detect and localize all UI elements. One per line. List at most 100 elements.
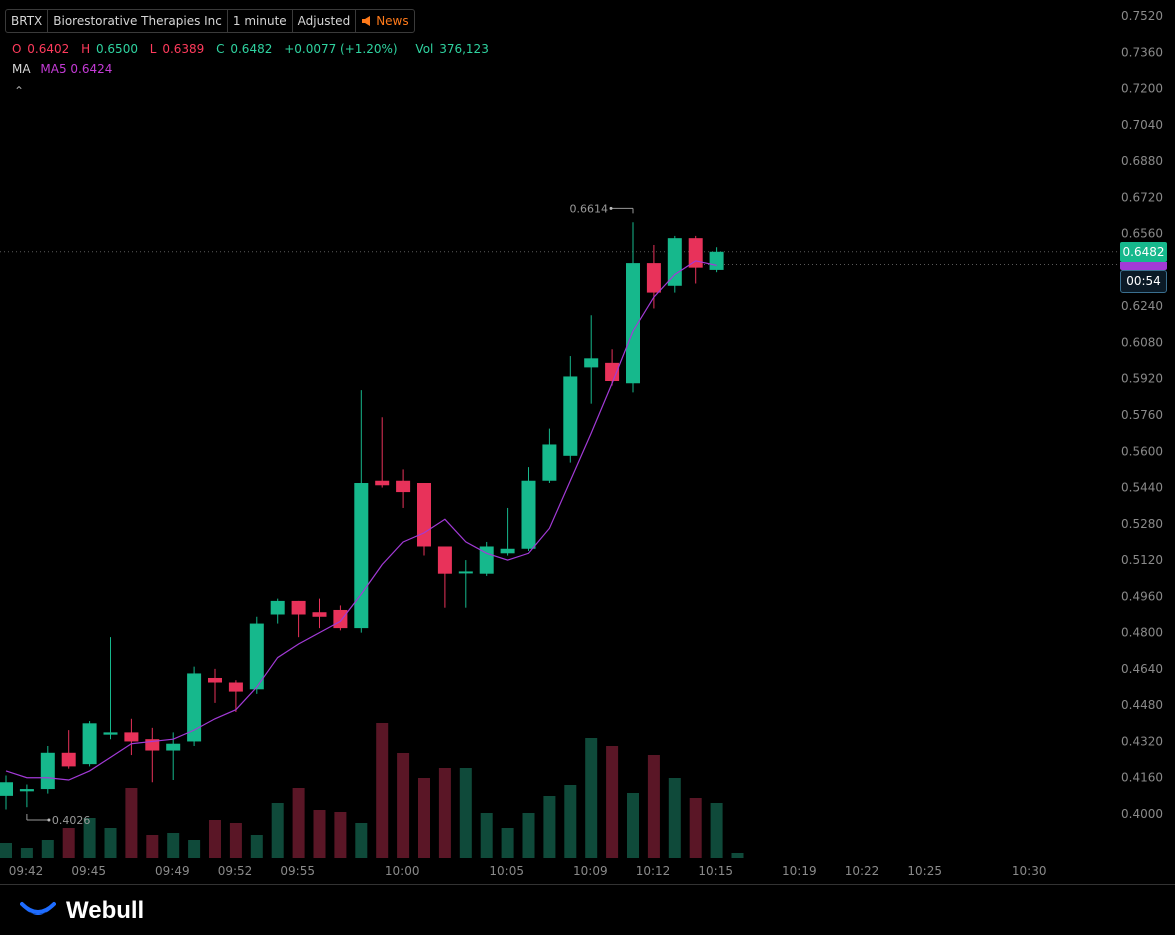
price-tick-label: 0.4800 — [1121, 626, 1163, 640]
high-label: H — [81, 42, 91, 56]
volume-bar — [334, 812, 347, 858]
volume-bar — [731, 853, 744, 858]
volume-bar — [209, 820, 221, 858]
price-tick-label: 0.4640 — [1121, 662, 1163, 676]
volume-bar — [501, 828, 514, 858]
candle-body — [124, 732, 139, 742]
price-tick-label: 0.5920 — [1121, 372, 1163, 386]
ma-label[interactable]: MA — [12, 62, 31, 76]
ma5-line — [5, 260, 717, 781]
symbol-label[interactable]: BRTX — [6, 10, 49, 32]
candle-body — [312, 612, 327, 617]
candle-body — [145, 739, 160, 751]
volume-bar — [418, 778, 430, 858]
ma-price-tag — [1120, 262, 1167, 270]
candle-body — [0, 782, 13, 796]
price-tick-label: 0.7200 — [1121, 82, 1163, 96]
interval-selector[interactable]: 1 minute — [228, 10, 293, 32]
candle-body — [291, 600, 306, 615]
volume-bar — [647, 755, 660, 858]
volume-bar — [564, 785, 577, 858]
volume-bar — [543, 796, 556, 858]
volume-bar — [585, 738, 598, 858]
candle-body — [270, 600, 285, 615]
candle-body — [646, 263, 661, 293]
price-tick-label: 0.7040 — [1121, 118, 1163, 132]
candle-body — [333, 609, 348, 629]
volume-bar — [229, 823, 242, 858]
low-annotation-dot — [47, 818, 51, 822]
time-tick-label: 10:05 — [489, 864, 524, 878]
price-tick-label: 0.7520 — [1121, 9, 1163, 23]
candle-body — [208, 677, 222, 683]
candle-body — [437, 546, 452, 574]
time-tick-label: 10:30 — [1012, 864, 1047, 878]
volume-bar — [292, 788, 305, 858]
high-annotation-label: 0.6614 — [570, 202, 609, 215]
low-label: L — [149, 42, 157, 56]
volume-bar — [480, 813, 493, 858]
megaphone-icon — [362, 16, 371, 26]
time-tick-label: 09:52 — [218, 864, 253, 878]
volume-bar — [188, 840, 201, 858]
adjusted-selector[interactable]: Adjusted — [293, 10, 357, 32]
close-value: 0.6482 — [230, 42, 273, 56]
candle-body — [563, 376, 578, 456]
volume-value: 376,123 — [439, 42, 489, 56]
price-tick-label: 0.6080 — [1121, 335, 1163, 349]
volume-bar — [710, 803, 723, 858]
price-tick-label: 0.6560 — [1121, 227, 1163, 241]
volume-bar — [83, 818, 96, 858]
close-label: C — [216, 42, 225, 56]
time-tick-label: 10:15 — [698, 864, 733, 878]
volume-bar — [355, 823, 368, 858]
price-tick-label: 0.4160 — [1121, 771, 1163, 785]
candle-body — [396, 480, 411, 493]
price-tick-label: 0.7360 — [1121, 45, 1163, 59]
open-value: 0.6402 — [27, 42, 70, 56]
volume-bar — [271, 803, 284, 858]
countdown-timer: 00:54 — [1120, 270, 1167, 293]
chart-header-bar: BRTX Biorestorative Therapies Inc 1 minu… — [5, 9, 415, 33]
price-tick-label: 0.4320 — [1121, 734, 1163, 748]
volume-bar — [459, 768, 472, 858]
candle-body — [228, 682, 243, 692]
price-tick-label: 0.4000 — [1121, 807, 1163, 821]
webull-logo[interactable]: Webull — [20, 897, 144, 925]
candle-body — [542, 444, 557, 481]
candle-body — [40, 752, 55, 790]
volume-bar — [0, 843, 12, 858]
volume-bar — [146, 835, 159, 858]
volume-bar — [689, 798, 702, 858]
ohlc-legend: O 0.6402 H 0.6500 L 0.6389 C 0.6482 +0.0… — [12, 42, 491, 56]
candle-body — [166, 743, 181, 751]
time-tick-label: 10:25 — [907, 864, 942, 878]
ma5-value: MA5 0.6424 — [40, 62, 113, 76]
news-button[interactable]: News — [356, 10, 413, 32]
price-tick-label: 0.5760 — [1121, 408, 1163, 422]
chevron-up-icon[interactable]: ⌃ — [14, 84, 25, 98]
candle-body — [479, 546, 494, 574]
low-value: 0.6389 — [162, 42, 205, 56]
candlestick-chart[interactable]: 0.7520 0.7360 0.7200 0.7040 0.6880 0.6720 0.65… — [0, 0, 1175, 884]
candle-body — [187, 673, 202, 742]
volume-bar — [250, 835, 263, 858]
time-tick-label: 10:09 — [573, 864, 608, 878]
candle-body — [458, 571, 473, 574]
price-tick-label: 0.4480 — [1121, 698, 1163, 712]
price-tick-label: 0.5600 — [1121, 444, 1163, 458]
time-tick-label: 10:00 — [385, 864, 420, 878]
time-tick-label: 10:12 — [636, 864, 671, 878]
brand-name: Webull — [66, 897, 145, 924]
volume-bar — [397, 753, 410, 858]
high-annotation-dot — [609, 206, 613, 210]
volume-bar — [167, 833, 180, 858]
price-tick-label: 0.6880 — [1121, 154, 1163, 168]
last-price-tag: 0.6482 — [1120, 242, 1167, 262]
volume-bar — [376, 723, 389, 858]
price-tick-label: 0.5280 — [1121, 517, 1163, 531]
open-label: O — [12, 42, 22, 56]
news-label: News — [376, 14, 409, 28]
candle-body — [61, 752, 76, 767]
volume-bar — [522, 813, 535, 858]
